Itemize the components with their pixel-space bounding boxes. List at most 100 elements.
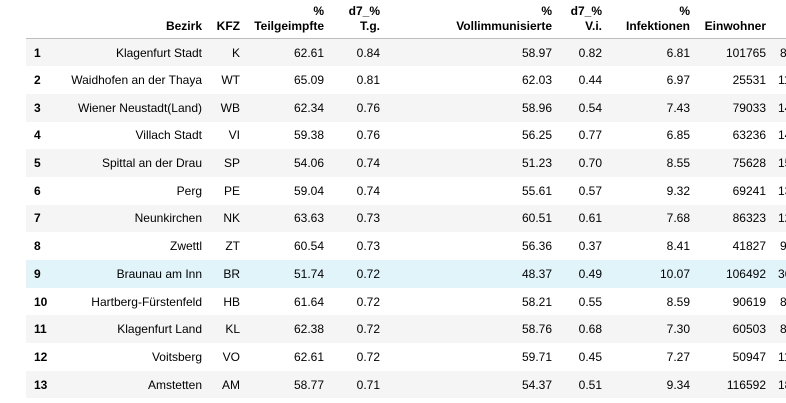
cell-infektionen: 10.07 (659, 266, 690, 281)
cell-infektionen: 8.55 (666, 156, 690, 171)
header-index (26, 4, 60, 39)
cell-index: 9 (34, 266, 41, 281)
cell-bezirk: Voitsberg (151, 349, 202, 364)
cell-infektionen: 6.97 (666, 73, 690, 88)
cell-d7-vi: 0.49 (578, 266, 602, 281)
cell-index: 6 (34, 183, 41, 198)
cell-d7-tg: 0.84 (356, 45, 380, 60)
cell-infektionen: 7.30 (666, 322, 690, 337)
cell-einwohner: 86323 (732, 211, 766, 226)
cell-teilgeimpfte: 62.34 (293, 100, 324, 115)
cell-teilgeimpfte: 65.09 (293, 73, 324, 88)
cell-teilgeimpfte: 62.38 (293, 322, 324, 337)
cell-kfz: SP (223, 156, 240, 171)
cell-vollimmunisierte: 56.36 (521, 239, 552, 254)
cell-bezirk: Neunkirchen (134, 211, 202, 226)
cell-vollimmunisierte: 54.37 (521, 377, 552, 392)
cell-einwohner: 25531 (732, 73, 766, 88)
cell-d7-tg: 0.74 (356, 156, 380, 171)
cell-inz: 126.27 (778, 211, 786, 226)
cell-teilgeimpfte: 60.54 (293, 239, 324, 254)
cell-d7-vi: 0.61 (578, 211, 602, 226)
cell-infektionen: 7.43 (666, 100, 690, 115)
table-row: 12 Voitsberg VO 62.61 0.72 59.71 0.45 7.27 50947… (26, 343, 786, 371)
table-row: 3 Wiener Neustadt(Land) WB 62.34 0.76 58.96 0.… (26, 93, 786, 122)
cell-vollimmunisierte: 62.03 (521, 73, 552, 88)
header-einwohner: Einwohner (696, 4, 772, 39)
cell-kfz: VI (228, 128, 240, 143)
cell-kfz: VO (222, 349, 240, 364)
cell-einwohner: 101765 (725, 45, 766, 60)
cell-kfz: AM (222, 377, 240, 392)
cell-vollimmunisierte: 58.96 (521, 100, 552, 115)
cell-vollimmunisierte: 58.97 (521, 45, 552, 60)
table-row: 2 Waidhofen an der Thaya WT 65.09 0.81 62.03 0… (26, 66, 786, 94)
cell-d7-vi: 0.57 (578, 183, 602, 198)
header-bezirk: Bezirk (60, 4, 208, 39)
table-row: 6 Perg PE 59.04 0.74 55.61 0.57 9.32 69241 135.76 (26, 177, 786, 205)
cell-inz: 117.77 (778, 349, 786, 364)
cell-vollimmunisierte: 58.21 (521, 294, 552, 309)
cell-inz: 80.99 (779, 322, 786, 337)
cell-bezirk: Braunau am Inn (116, 266, 202, 281)
cell-d7-vi: 0.70 (578, 156, 602, 171)
cell-kfz: WB (220, 100, 240, 115)
table-row: 9 Braunau am Inn BR 51.74 0.72 48.37 0.49 10.07… (26, 260, 786, 288)
cell-teilgeimpfte: 61.64 (293, 294, 324, 309)
cell-d7-tg: 0.72 (356, 294, 380, 309)
cell-kfz: NK (223, 211, 240, 226)
cell-d7-vi: 0.82 (578, 45, 602, 60)
cell-infektionen: 6.85 (666, 128, 690, 143)
cell-d7-vi: 0.54 (578, 100, 602, 115)
cell-d7-tg: 0.72 (356, 322, 380, 337)
cell-kfz: K (231, 45, 240, 60)
cell-vollimmunisierte: 56.25 (521, 128, 552, 143)
cell-kfz: ZT (225, 239, 240, 254)
cell-vollimmunisierte: 59.71 (521, 349, 552, 364)
cell-bezirk: Wiener Neustadt(Land) (77, 100, 202, 115)
header-d7-vi: d7_% V.i. (558, 4, 608, 39)
dataframe-table: Bezirk KFZ % Teilgeimpfte d7_% T.g. % Volli… (26, 4, 786, 399)
cell-d7-tg: 0.73 (356, 239, 380, 254)
cell-kfz: WT (221, 73, 240, 88)
cell-einwohner: 60503 (732, 322, 766, 337)
table-header: Bezirk KFZ % Teilgeimpfte d7_% T.g. % Volli… (26, 4, 786, 39)
cell-d7-vi: 0.51 (578, 377, 602, 392)
cell-index: 11 (34, 322, 47, 337)
table-row: 4 Villach Stadt VI 59.38 0.76 56.25 0.77 6.85 63… (26, 122, 786, 150)
cell-vollimmunisierte: 58.76 (521, 322, 552, 337)
cell-teilgeimpfte: 62.61 (293, 349, 324, 364)
cell-infektionen: 8.41 (666, 239, 690, 254)
cell-teilgeimpfte: 59.04 (293, 183, 324, 198)
cell-inz: 87.46 (779, 45, 786, 60)
cell-bezirk: Spittal an der Drau (101, 156, 202, 171)
cell-d7-vi: 0.45 (578, 349, 602, 364)
cell-teilgeimpfte: 62.61 (293, 45, 324, 60)
cell-index: 13 (34, 377, 48, 392)
header-inz: inz (772, 4, 786, 39)
cell-bezirk: Villach Stadt (135, 128, 203, 143)
cell-inz: 117.50 (778, 73, 786, 88)
table-row: 7 Neunkirchen NK 63.63 0.73 60.51 0.61 7.68 8632… (26, 204, 786, 233)
cell-infektionen: 8.59 (666, 294, 690, 309)
cell-kfz: HB (223, 294, 240, 309)
cell-teilgeimpfte: 58.77 (293, 377, 324, 392)
cell-einwohner: 116592 (726, 377, 766, 392)
header-vollimmunisierte: % Vollimmunisierte (386, 4, 558, 39)
header-teilgeimpfte: % Teilgeimpfte (246, 4, 330, 39)
table-row: 1 Klagenfurt Stadt K 62.61 0.84 58.97 0.82 6.81… (26, 38, 786, 67)
cell-bezirk: Klagenfurt Stadt (115, 45, 202, 60)
table-row: 8 Zwettl ZT 60.54 0.73 56.36 0.37 8.41 41827 95.6… (26, 232, 786, 260)
cell-d7-vi: 0.55 (578, 294, 602, 309)
cell-index: 10 (34, 294, 48, 309)
cell-teilgeimpfte: 63.63 (293, 211, 324, 226)
cell-index: 1 (34, 45, 41, 60)
cell-teilgeimpfte: 54.06 (293, 156, 324, 171)
cell-bezirk: Klagenfurt Land (117, 322, 202, 337)
cell-vollimmunisierte: 55.61 (521, 183, 552, 198)
header-infektionen: % Infektionen (608, 4, 696, 39)
cell-inz: 89.39 (779, 294, 786, 309)
cell-einwohner: 41827 (732, 239, 766, 254)
table-row: 13 Amstetten AM 58.77 0.71 54.37 0.51 9.34 11659… (26, 370, 786, 399)
cell-einwohner: 50947 (732, 349, 766, 364)
